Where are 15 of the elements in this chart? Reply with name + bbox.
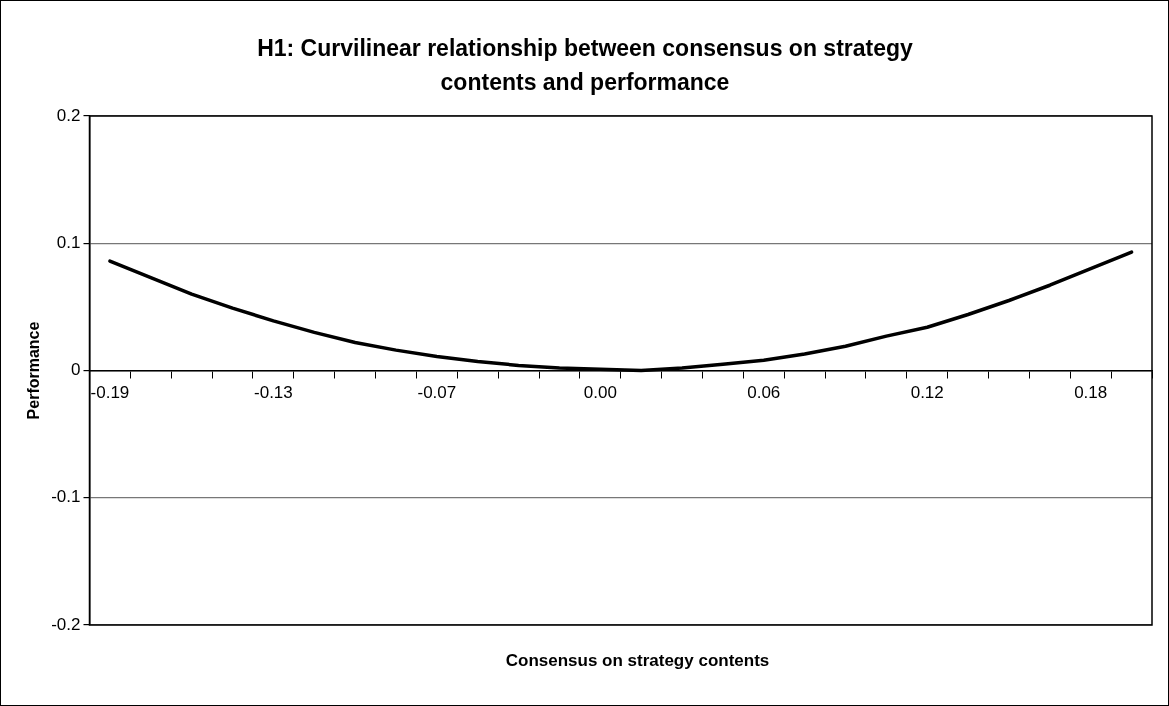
y-tick-label: -0.2 xyxy=(51,614,81,634)
x-tick-label: -0.13 xyxy=(254,383,293,403)
x-tick-label: -0.07 xyxy=(417,383,457,403)
x-tick-label: 0.06 xyxy=(747,383,781,403)
x-tick-label: 0.18 xyxy=(1074,383,1108,403)
y-tick-label: 0 xyxy=(71,360,81,380)
x-tick-label: 0.00 xyxy=(583,383,617,403)
y-axis-title: Performance xyxy=(25,321,43,420)
y-tick-label: -0.1 xyxy=(51,487,81,507)
y-tick-label: 0.1 xyxy=(56,232,81,252)
y-tick-label: 0.2 xyxy=(56,105,81,125)
x-tick-label: -0.19 xyxy=(90,383,130,403)
x-tick-label: 0.12 xyxy=(910,383,944,403)
x-axis-title: Consensus on strategy contents xyxy=(504,651,771,671)
chart-title: H1: Curvilinear relationship between consensus on strategy contents and performance xyxy=(256,34,914,97)
